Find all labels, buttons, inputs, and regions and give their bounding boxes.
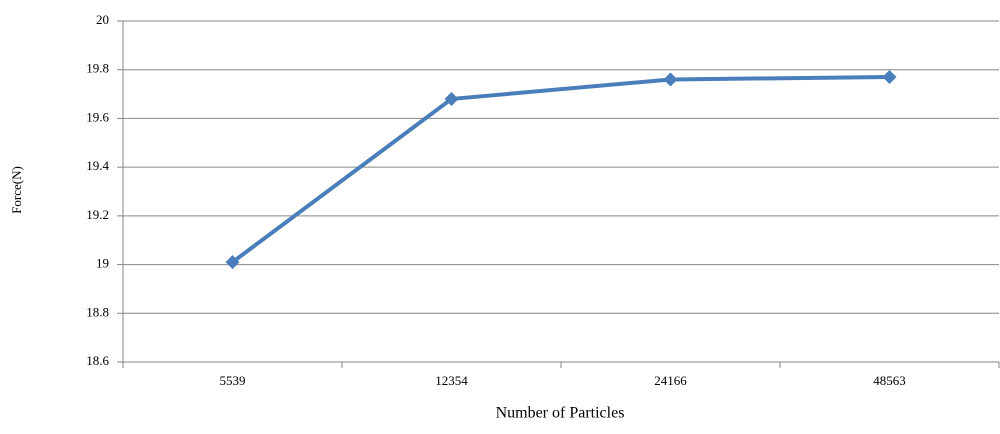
data-point (663, 72, 678, 87)
y-tick-label: 19 (96, 256, 109, 271)
x-axis-title: Number of Particles (496, 405, 625, 422)
y-tick-label: 20 (96, 12, 109, 27)
y-tick-label: 19.6 (86, 109, 109, 124)
y-tick-label: 18.8 (86, 304, 109, 319)
x-tick-label: 12354 (435, 373, 468, 388)
y-tick-label: 19.2 (86, 207, 109, 222)
data-point (882, 70, 897, 85)
y-tick-label: 19.8 (86, 61, 109, 76)
y-tick-label: 18.6 (86, 353, 109, 368)
data-point (444, 91, 459, 106)
data-point (225, 255, 240, 270)
x-tick-label: 5539 (220, 373, 246, 388)
x-tick-label: 24166 (654, 373, 687, 388)
y-axis-title: Force(N) (9, 166, 24, 214)
y-tick-label: 19.4 (86, 158, 109, 173)
x-tick-label: 48563 (873, 373, 906, 388)
data-line (231, 75, 890, 264)
